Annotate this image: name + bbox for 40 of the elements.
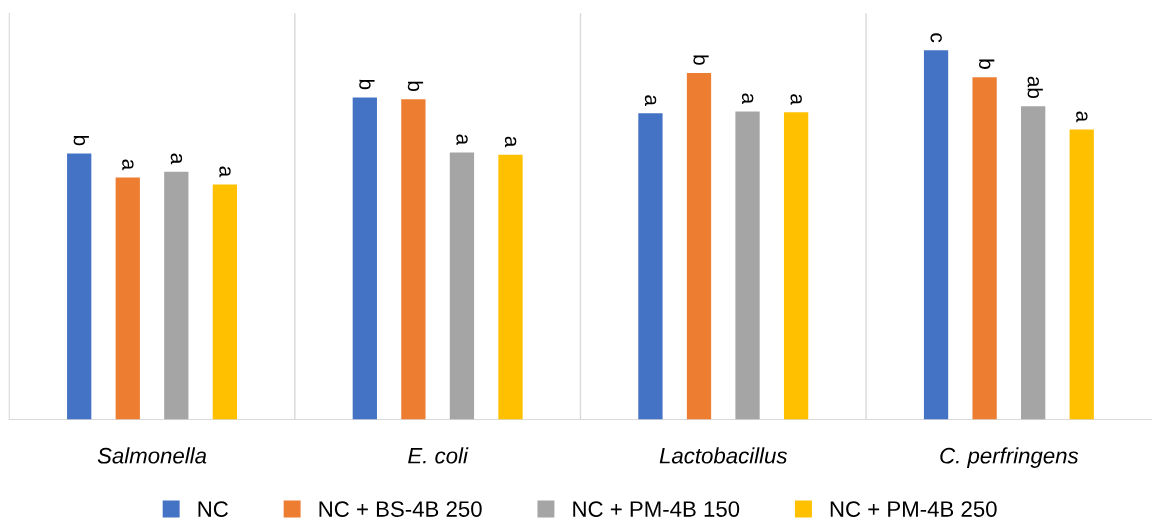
annotation: b xyxy=(73,135,89,146)
annotation: a xyxy=(456,134,468,146)
legend-label: NC + PM-4B 250 xyxy=(830,501,997,517)
x-tick-label: E. coli xyxy=(408,447,469,464)
bar xyxy=(449,152,475,420)
bar xyxy=(401,99,426,420)
x-tick-label: C. perfringens xyxy=(940,447,1079,468)
bar xyxy=(164,171,189,420)
annotation: a xyxy=(741,93,754,105)
bar xyxy=(115,177,140,420)
x-tick-label: Salmonella xyxy=(97,447,207,464)
legend-label: NC xyxy=(198,501,228,517)
annotation: a xyxy=(219,166,231,178)
annotation: a xyxy=(170,153,183,165)
bar xyxy=(498,154,523,420)
legend-label: NC + PM-4B 150 xyxy=(573,501,740,517)
text: c xyxy=(930,33,942,43)
bar xyxy=(783,112,809,420)
legend-label: NC + BS-4B 250 xyxy=(319,501,482,517)
bar xyxy=(923,50,949,420)
x-tick-label: Lactobacillus xyxy=(659,447,788,464)
annotation: b xyxy=(693,55,709,65)
bar xyxy=(352,97,377,420)
bar xyxy=(686,73,712,420)
annotation: b xyxy=(359,79,375,90)
annotation: a xyxy=(1076,111,1088,123)
bar xyxy=(1069,129,1094,420)
annotation: a xyxy=(122,159,134,171)
bar xyxy=(972,77,997,420)
bar xyxy=(1021,106,1046,420)
annotation: a xyxy=(504,136,517,148)
annotation: a xyxy=(790,94,802,105)
bar xyxy=(638,113,663,420)
bar xyxy=(67,153,92,420)
bar xyxy=(735,111,760,420)
annotation: a xyxy=(644,95,657,106)
bar xyxy=(212,184,238,420)
annotation: b xyxy=(407,81,424,92)
annotation: ab xyxy=(1027,76,1043,99)
annotation: b xyxy=(979,59,995,69)
